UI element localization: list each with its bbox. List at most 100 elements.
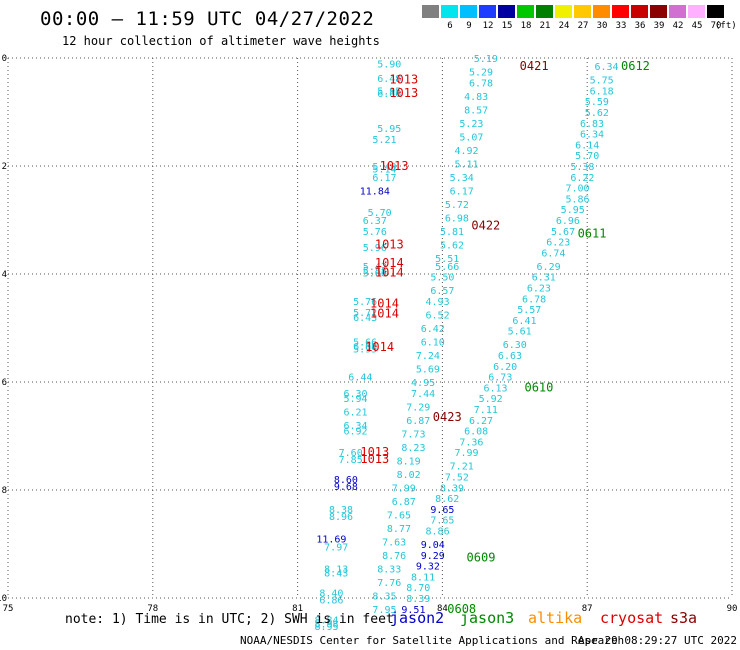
wave-height-value: 7.65 <box>387 510 411 521</box>
wave-height-value: 7.65 <box>430 516 454 527</box>
wave-height-value: 5.62 <box>585 108 609 119</box>
orbit-label: 1014 <box>365 340 394 354</box>
wave-height-value: 9.04 <box>421 540 445 551</box>
colorbar-swatch <box>688 5 705 18</box>
colorbar-swatch <box>479 5 496 18</box>
colorbar-label: 36 <box>634 21 646 31</box>
wave-height-value: 6.43 <box>353 313 377 324</box>
wave-height-value: 6.41 <box>512 316 536 327</box>
wave-height-value: 6.34 <box>580 130 604 141</box>
orbit-label: 1013 <box>360 452 389 466</box>
wave-height-value: 5.34 <box>450 173 474 184</box>
orbit-label: 1013 <box>389 73 418 87</box>
wave-height-value: 5.38 <box>570 162 594 173</box>
wave-height-value: 6.48 <box>377 74 401 85</box>
wave-height-value: 5.95 <box>377 86 401 97</box>
colorbar-label: 18 <box>520 21 532 31</box>
wave-height-value: 5.51 <box>435 254 459 265</box>
wave-height-value: 5.69 <box>416 365 440 376</box>
wave-height-value: 6.30 <box>503 340 527 351</box>
orbit-label: 1013 <box>389 86 418 100</box>
wave-height-value: 7.44 <box>411 389 435 400</box>
wave-height-value: 5.61 <box>508 327 532 338</box>
wave-height-value: 5.92 <box>479 394 503 405</box>
wave-height-value: 8.84 <box>315 616 339 627</box>
wave-height-value: 8.38 <box>329 505 353 516</box>
wave-height-value: 8.33 <box>377 564 401 575</box>
wave-height-value: 8.77 <box>387 524 411 535</box>
wave-height-value: 8.98 <box>315 619 339 630</box>
legend-jason2: jason2 <box>390 609 445 627</box>
wave-height-value: 5.29 <box>469 68 493 79</box>
wave-height-value: 8.39 <box>440 483 464 494</box>
wave-height-value: 5.76 <box>363 227 387 238</box>
y-tick-label: -6 <box>0 378 7 388</box>
wave-height-value: 6.08 <box>353 342 377 353</box>
wave-height-value: 6.83 <box>580 119 604 130</box>
wave-height-value: 7.11 <box>474 405 498 416</box>
wave-height-value: 4.92 <box>454 146 478 157</box>
colorbar-swatch <box>650 5 667 18</box>
wave-height-value: 5.96 <box>363 243 387 254</box>
wave-height-value: 5.81 <box>363 266 387 277</box>
wave-height-value: 5.62 <box>440 240 464 251</box>
wave-height-value: 5.40 <box>372 162 396 173</box>
wave-height-value: 8.62 <box>435 494 459 505</box>
x-tick-label: 84 <box>437 604 448 614</box>
colorbar-swatch <box>593 5 610 18</box>
wave-height-value: 9.65 <box>430 505 454 516</box>
credit-text: NOAA/NESDIS Center for Satellite Applica… <box>240 634 625 647</box>
colorbar-swatch <box>536 5 553 18</box>
wave-height-value: 7.60 <box>339 448 363 459</box>
wave-height-value: 5.67 <box>551 227 575 238</box>
colorbar-label: 21 <box>539 21 551 31</box>
colorbar-label: 24 <box>558 21 570 31</box>
wave-height-value: 6.18 <box>590 86 614 97</box>
wave-height-value: 6.87 <box>392 497 416 508</box>
wave-height-value: 8.70 <box>406 583 430 594</box>
wave-height-value: 6.98 <box>445 213 469 224</box>
wave-height-value: 6.23 <box>546 238 570 249</box>
data-points: 5.906.485.956.665.955.215.405.146.1711.8… <box>315 54 650 633</box>
colorbar-swatch <box>460 5 477 18</box>
colorbar-swatch <box>498 5 515 18</box>
wave-height-value: 5.70 <box>368 208 392 219</box>
colorbar-label: 30 <box>596 21 608 31</box>
colorbar-label: 15 <box>501 21 513 31</box>
legend-s3a: s3a <box>670 609 698 627</box>
orbit-label: 0611 <box>578 227 607 241</box>
colorbar-swatch <box>631 5 648 18</box>
wave-height-value: 6.86 <box>319 596 343 607</box>
wave-height-value: 5.95 <box>561 205 585 216</box>
wave-height-value: 8.95 <box>315 622 339 633</box>
wave-height-value: 6.13 <box>483 383 507 394</box>
orbit-label: 1014 <box>370 297 399 311</box>
wave-height-value: 8.35 <box>372 591 396 602</box>
wave-height-value: 5.59 <box>585 97 609 108</box>
page-subtitle: 12 hour collection of altimeter wave hei… <box>62 34 380 48</box>
wave-height-value: 4.93 <box>426 297 450 308</box>
orbit-label: 1014 <box>370 306 399 320</box>
wave-height-value: 8.40 <box>319 589 343 600</box>
wave-height-value: 7.85 <box>339 455 363 466</box>
x-tick-label: 75 <box>3 604 14 614</box>
wave-height-value: 5.81 <box>440 227 464 238</box>
wave-height-value: 8.43 <box>324 569 348 580</box>
wave-height-value: 5.42 <box>363 262 387 273</box>
colorbar-swatch <box>707 5 724 18</box>
colorbar-swatch <box>574 5 591 18</box>
wave-height-value: 7.00 <box>565 184 589 195</box>
wave-height-value: 8.11 <box>411 572 435 583</box>
wave-height-value: 5.72 <box>445 200 469 211</box>
wave-height-value: 6.22 <box>570 173 594 184</box>
y-tick-label: -10 <box>0 594 7 604</box>
wave-height-value: 5.23 <box>459 119 483 130</box>
colorbar-swatch <box>555 5 572 18</box>
wave-height-value: 6.37 <box>363 216 387 227</box>
wave-height-value: 6.78 <box>522 294 546 305</box>
orbit-label: 1013 <box>380 159 409 173</box>
legend-altika: altika <box>528 609 583 627</box>
colorbar-label: 12 <box>482 21 494 31</box>
colorbar-swatch <box>441 5 458 18</box>
wave-height-value: 6.29 <box>537 262 561 273</box>
